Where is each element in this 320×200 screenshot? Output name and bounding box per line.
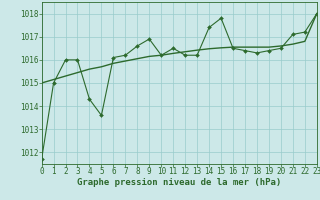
X-axis label: Graphe pression niveau de la mer (hPa): Graphe pression niveau de la mer (hPa) <box>77 178 281 187</box>
